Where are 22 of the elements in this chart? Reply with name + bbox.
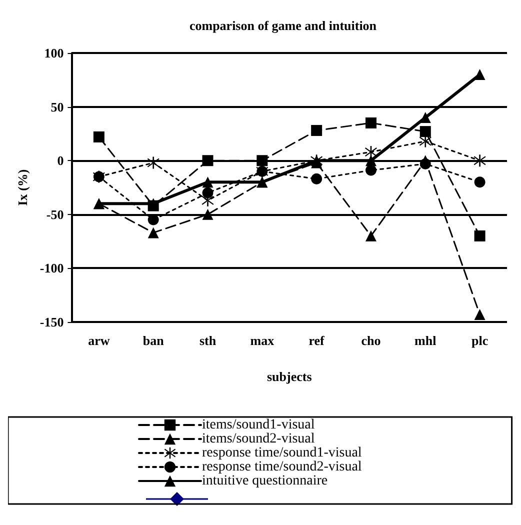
y-tick-label: 100 [44, 46, 64, 60]
x-tick-label: plc [471, 333, 488, 348]
x-tick-label: ref [308, 333, 326, 348]
x-tick-label: cho [361, 333, 381, 348]
x-tick-label: mhl [414, 333, 437, 348]
x-axis-title: subjects [266, 369, 312, 384]
x-tick-label: arw [88, 333, 110, 348]
x-tick-label: ban [142, 333, 165, 348]
y-tick-label: -100 [40, 260, 64, 276]
legend-label: intuitive questionnaire [202, 474, 328, 488]
chart-title: comparison of game and intuition [189, 18, 378, 33]
y-tick-label: 50 [50, 99, 64, 114]
legend-label: items/sound1-visual [202, 418, 315, 432]
x-tick-label: max [250, 333, 275, 348]
legend-label: response time/sound1-visual [202, 446, 362, 460]
y-axis-title: Ix (%) [15, 169, 30, 206]
legend-label: response time/sound2-visual [202, 460, 362, 474]
x-tick-label: sth [199, 333, 217, 348]
y-tick-label: -50 [46, 206, 64, 222]
y-tick-label: -150 [40, 314, 64, 330]
y-tick-label: 0 [57, 153, 64, 168]
legend-label: items/sound2-visual [202, 432, 315, 446]
